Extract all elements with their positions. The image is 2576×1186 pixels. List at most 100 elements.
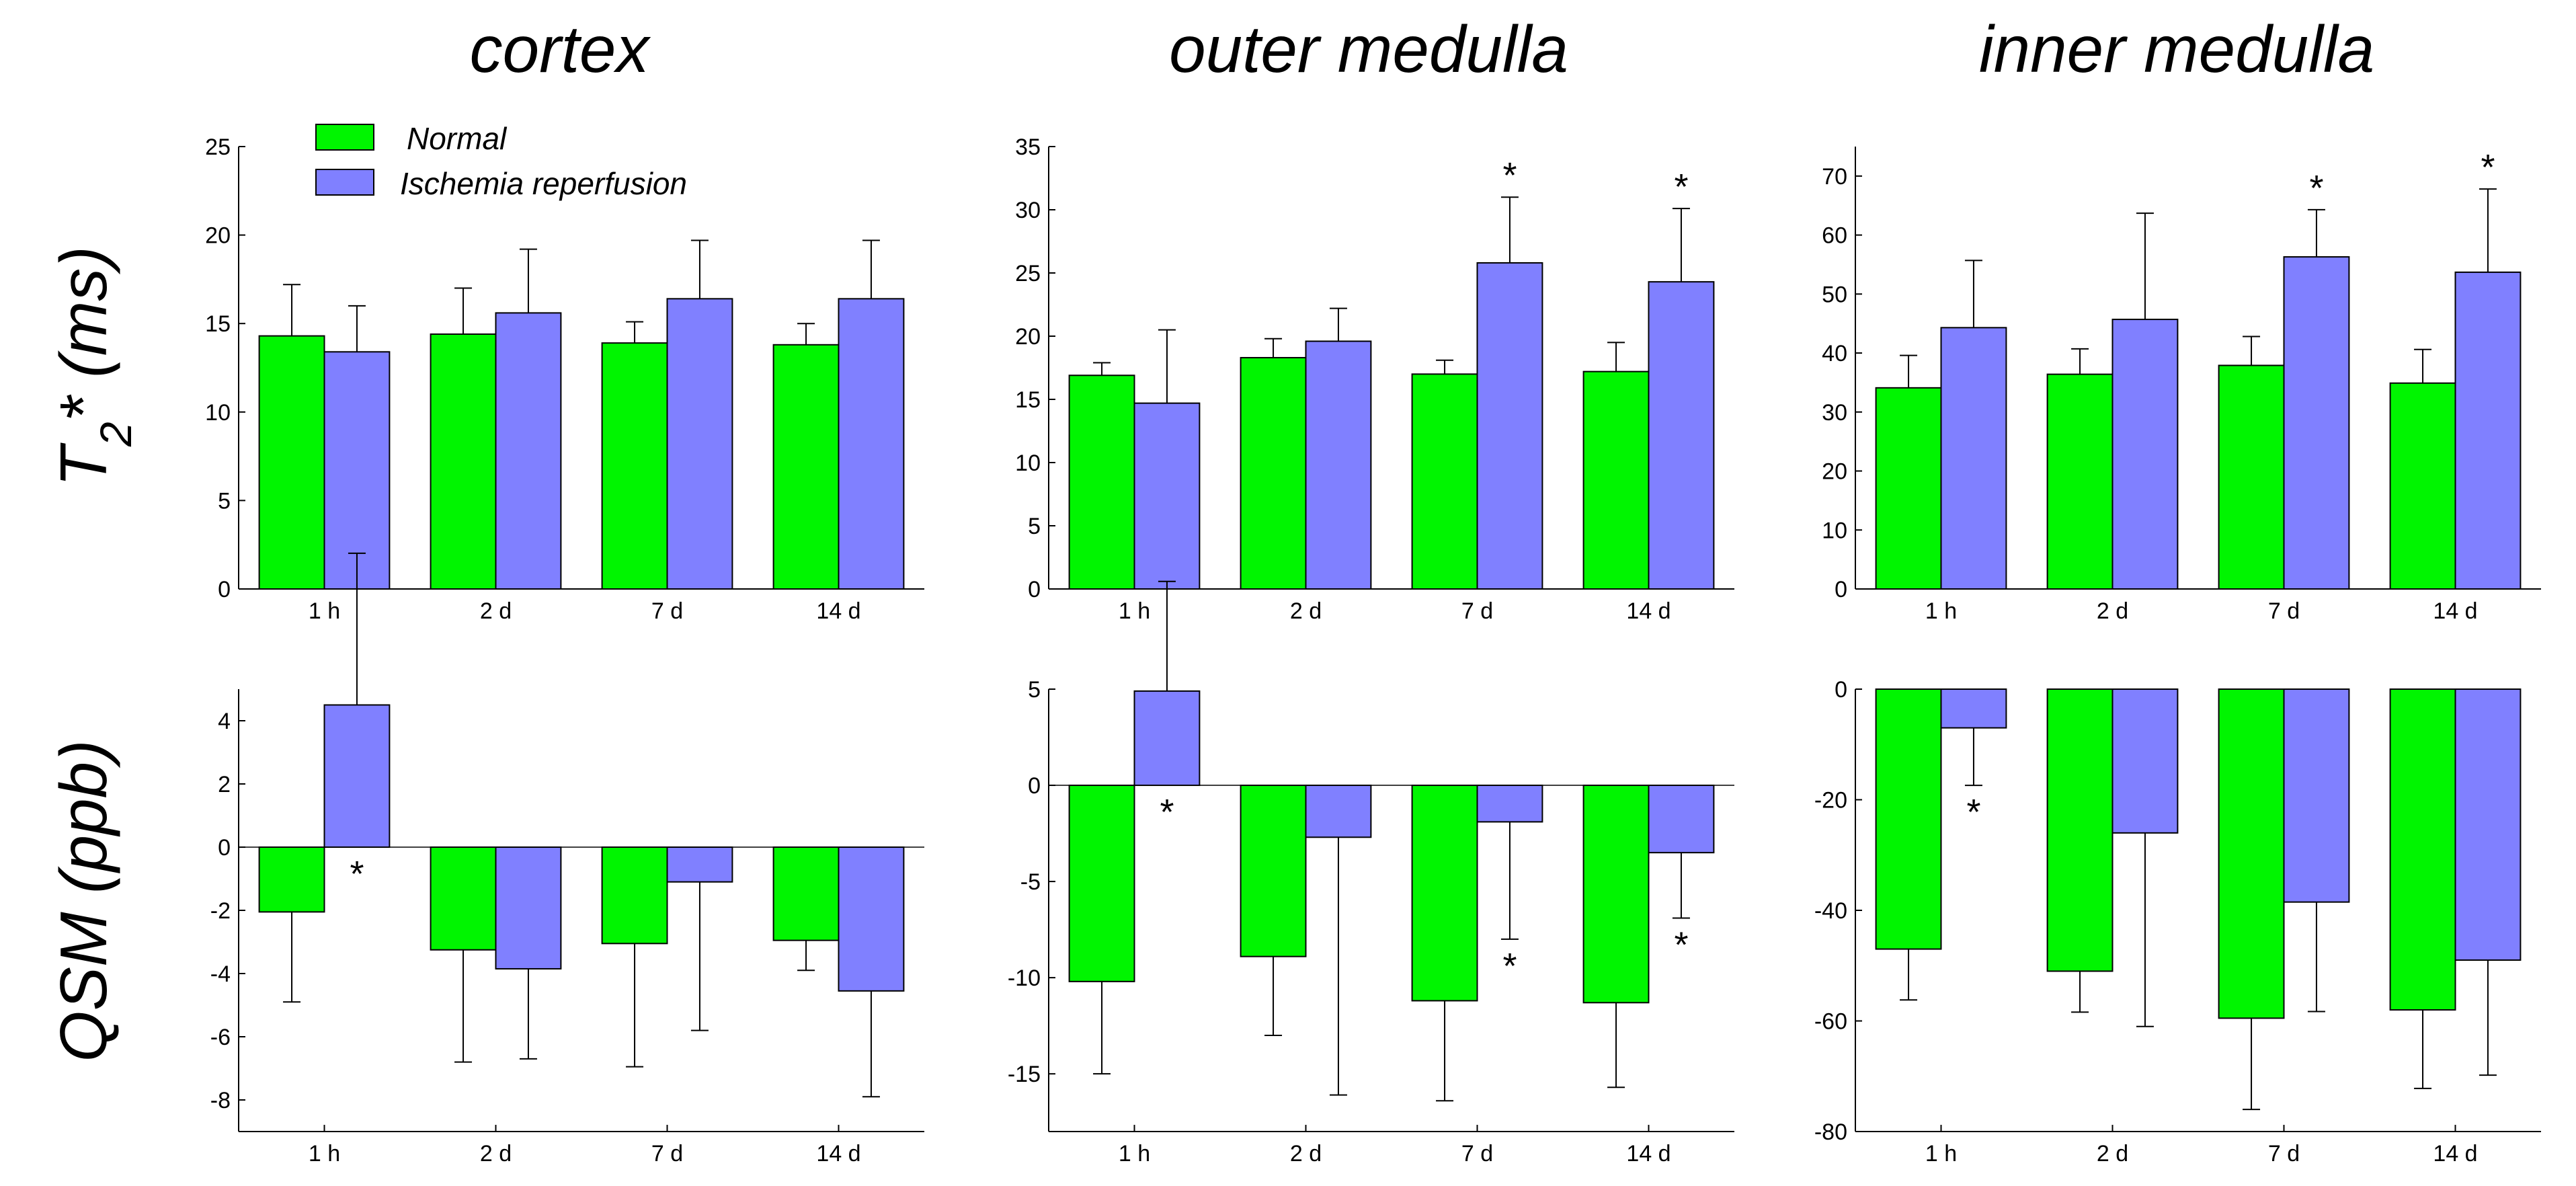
- bar-ischemia: [1476, 262, 1543, 590]
- x-tick-label: 2 d: [480, 598, 512, 624]
- bar-normal: [1411, 373, 1478, 590]
- y-tick-label: -8: [210, 1088, 231, 1113]
- significance-marker: *: [1502, 946, 1517, 986]
- x-tick-label: 7 d: [2268, 1141, 2300, 1167]
- bar-ischemia: [1648, 785, 1715, 854]
- bar-normal: [1582, 785, 1650, 1004]
- y-tick-label: 40: [1822, 341, 1847, 366]
- bar-ischemia: [2283, 256, 2350, 590]
- bar-ischemia: [2111, 688, 2179, 834]
- legend-label-ischemia: Ischemia reperfusion: [400, 166, 687, 201]
- y-tick-label: -5: [1020, 869, 1041, 895]
- bar-normal: [1240, 356, 1307, 590]
- bar-ischemia: [666, 846, 733, 883]
- x-tick-label: 2 d: [2097, 598, 2128, 624]
- y-tick-label: -60: [1814, 1009, 1847, 1035]
- bar-ischemia: [495, 846, 562, 970]
- y-tick-label: 0: [1028, 773, 1041, 799]
- y-tick-label: 10: [205, 400, 231, 426]
- x-tick-label: 1 h: [1119, 1141, 1150, 1167]
- y-tick-label: 20: [1015, 324, 1041, 350]
- x-tick-label: 2 d: [2097, 1141, 2128, 1167]
- bar-normal: [1068, 374, 1135, 590]
- bar-normal: [601, 846, 668, 945]
- bar-normal: [1582, 370, 1650, 590]
- bar-normal: [1875, 387, 1942, 590]
- y-tick-label: 50: [1822, 282, 1847, 307]
- bar-normal: [430, 846, 497, 951]
- bar-ischemia: [323, 704, 391, 848]
- y-tick-label: 4: [218, 709, 231, 734]
- bar-normal: [2389, 382, 2456, 590]
- legend-swatch-normal: [315, 124, 374, 151]
- bar-normal: [2046, 688, 2114, 972]
- panel-5: -80 -60 -40 -20 0 1 h * 2 d 7 d 14 d: [1814, 677, 2541, 1167]
- bar-ischemia: [2454, 688, 2522, 961]
- y-tick-label: 0: [1028, 577, 1041, 602]
- significance-marker: *: [1502, 155, 1517, 196]
- y-tick-label: 25: [205, 134, 231, 160]
- y-tick-label: -10: [1008, 965, 1041, 991]
- y-tick-label: -40: [1814, 898, 1847, 924]
- bar-ischemia: [2111, 319, 2179, 590]
- bar-ischemia: [1648, 281, 1715, 590]
- y-tick-label: 20: [1822, 459, 1847, 485]
- bar-ischemia: [2454, 271, 2522, 590]
- bar-ischemia: [1305, 785, 1372, 838]
- x-tick-label: 7 d: [651, 598, 683, 624]
- x-tick-label: 14 d: [1626, 598, 1671, 624]
- bar-ischemia: [1305, 340, 1372, 590]
- x-tick-label: 14 d: [1626, 1141, 1671, 1167]
- x-tick-label: 1 h: [1119, 598, 1150, 624]
- bar-ischemia: [1940, 688, 2007, 729]
- panel-1: 0 5 10 15 20 25 30 35 1 h 2 d 7 d * 14 d *: [1015, 134, 1734, 624]
- y-tick-label: 20: [205, 223, 231, 249]
- significance-marker: *: [2481, 147, 2495, 188]
- bar-normal: [772, 846, 840, 941]
- title-inner-medulla: inner medulla: [1979, 12, 2374, 86]
- legend-swatch-ischemia: [315, 169, 374, 196]
- title-outer-medulla: outer medulla: [1169, 12, 1568, 86]
- bar-normal: [2046, 373, 2114, 590]
- bar-normal: [1068, 785, 1135, 982]
- y-tick-label: 5: [218, 488, 231, 514]
- row-label-t2: T2* (ms): [46, 246, 140, 487]
- x-tick-label: 14 d: [2433, 1141, 2477, 1167]
- y-tick-label: 15: [1015, 387, 1041, 413]
- bar-normal: [258, 846, 325, 913]
- y-tick-label: 0: [218, 835, 231, 861]
- bar-normal: [1411, 785, 1478, 1002]
- y-tick-label: -2: [210, 898, 231, 924]
- bar-normal: [258, 335, 325, 590]
- y-tick-label: -20: [1814, 788, 1847, 814]
- x-tick-label: 14 d: [816, 598, 860, 624]
- y-tick-label: 35: [1015, 134, 1041, 160]
- legend-label-normal: Normal: [407, 121, 508, 156]
- x-tick-label: 1 h: [1925, 598, 1957, 624]
- x-tick-label: 7 d: [2268, 598, 2300, 624]
- bar-ischemia: [2283, 688, 2350, 903]
- y-tick-label: -80: [1814, 1119, 1847, 1145]
- y-tick-label: 10: [1015, 450, 1041, 476]
- significance-marker: *: [1674, 924, 1688, 965]
- significance-marker: *: [1674, 167, 1688, 207]
- x-tick-label: 1 h: [309, 598, 340, 624]
- y-tick-label: -15: [1008, 1062, 1041, 1087]
- bar-ischemia: [1476, 785, 1543, 823]
- y-tick-label: 15: [205, 311, 231, 337]
- significance-marker: *: [2309, 168, 2323, 208]
- panel-4: -15 -10 -5 0 5 1 h * 2 d 7 d * 14 d *: [1008, 580, 1734, 1167]
- bar-normal: [601, 342, 668, 590]
- bar-ischemia: [1133, 402, 1201, 590]
- bar-normal: [2389, 688, 2456, 1011]
- bar-normal: [2218, 364, 2285, 590]
- x-tick-label: 1 h: [309, 1141, 340, 1167]
- panel-0: 0 5 10 15 20 25 1 h 2 d 7 d 14 d: [205, 134, 924, 624]
- y-tick-label: 70: [1822, 164, 1847, 190]
- x-tick-label: 14 d: [2433, 598, 2477, 624]
- row-label-qsm: QSM (ppb): [46, 740, 120, 1062]
- y-tick-label: 5: [1028, 677, 1041, 703]
- panel-3: -8 -6 -4 -2 0 2 4 1 h * 2 d 7 d 14 d: [210, 552, 924, 1167]
